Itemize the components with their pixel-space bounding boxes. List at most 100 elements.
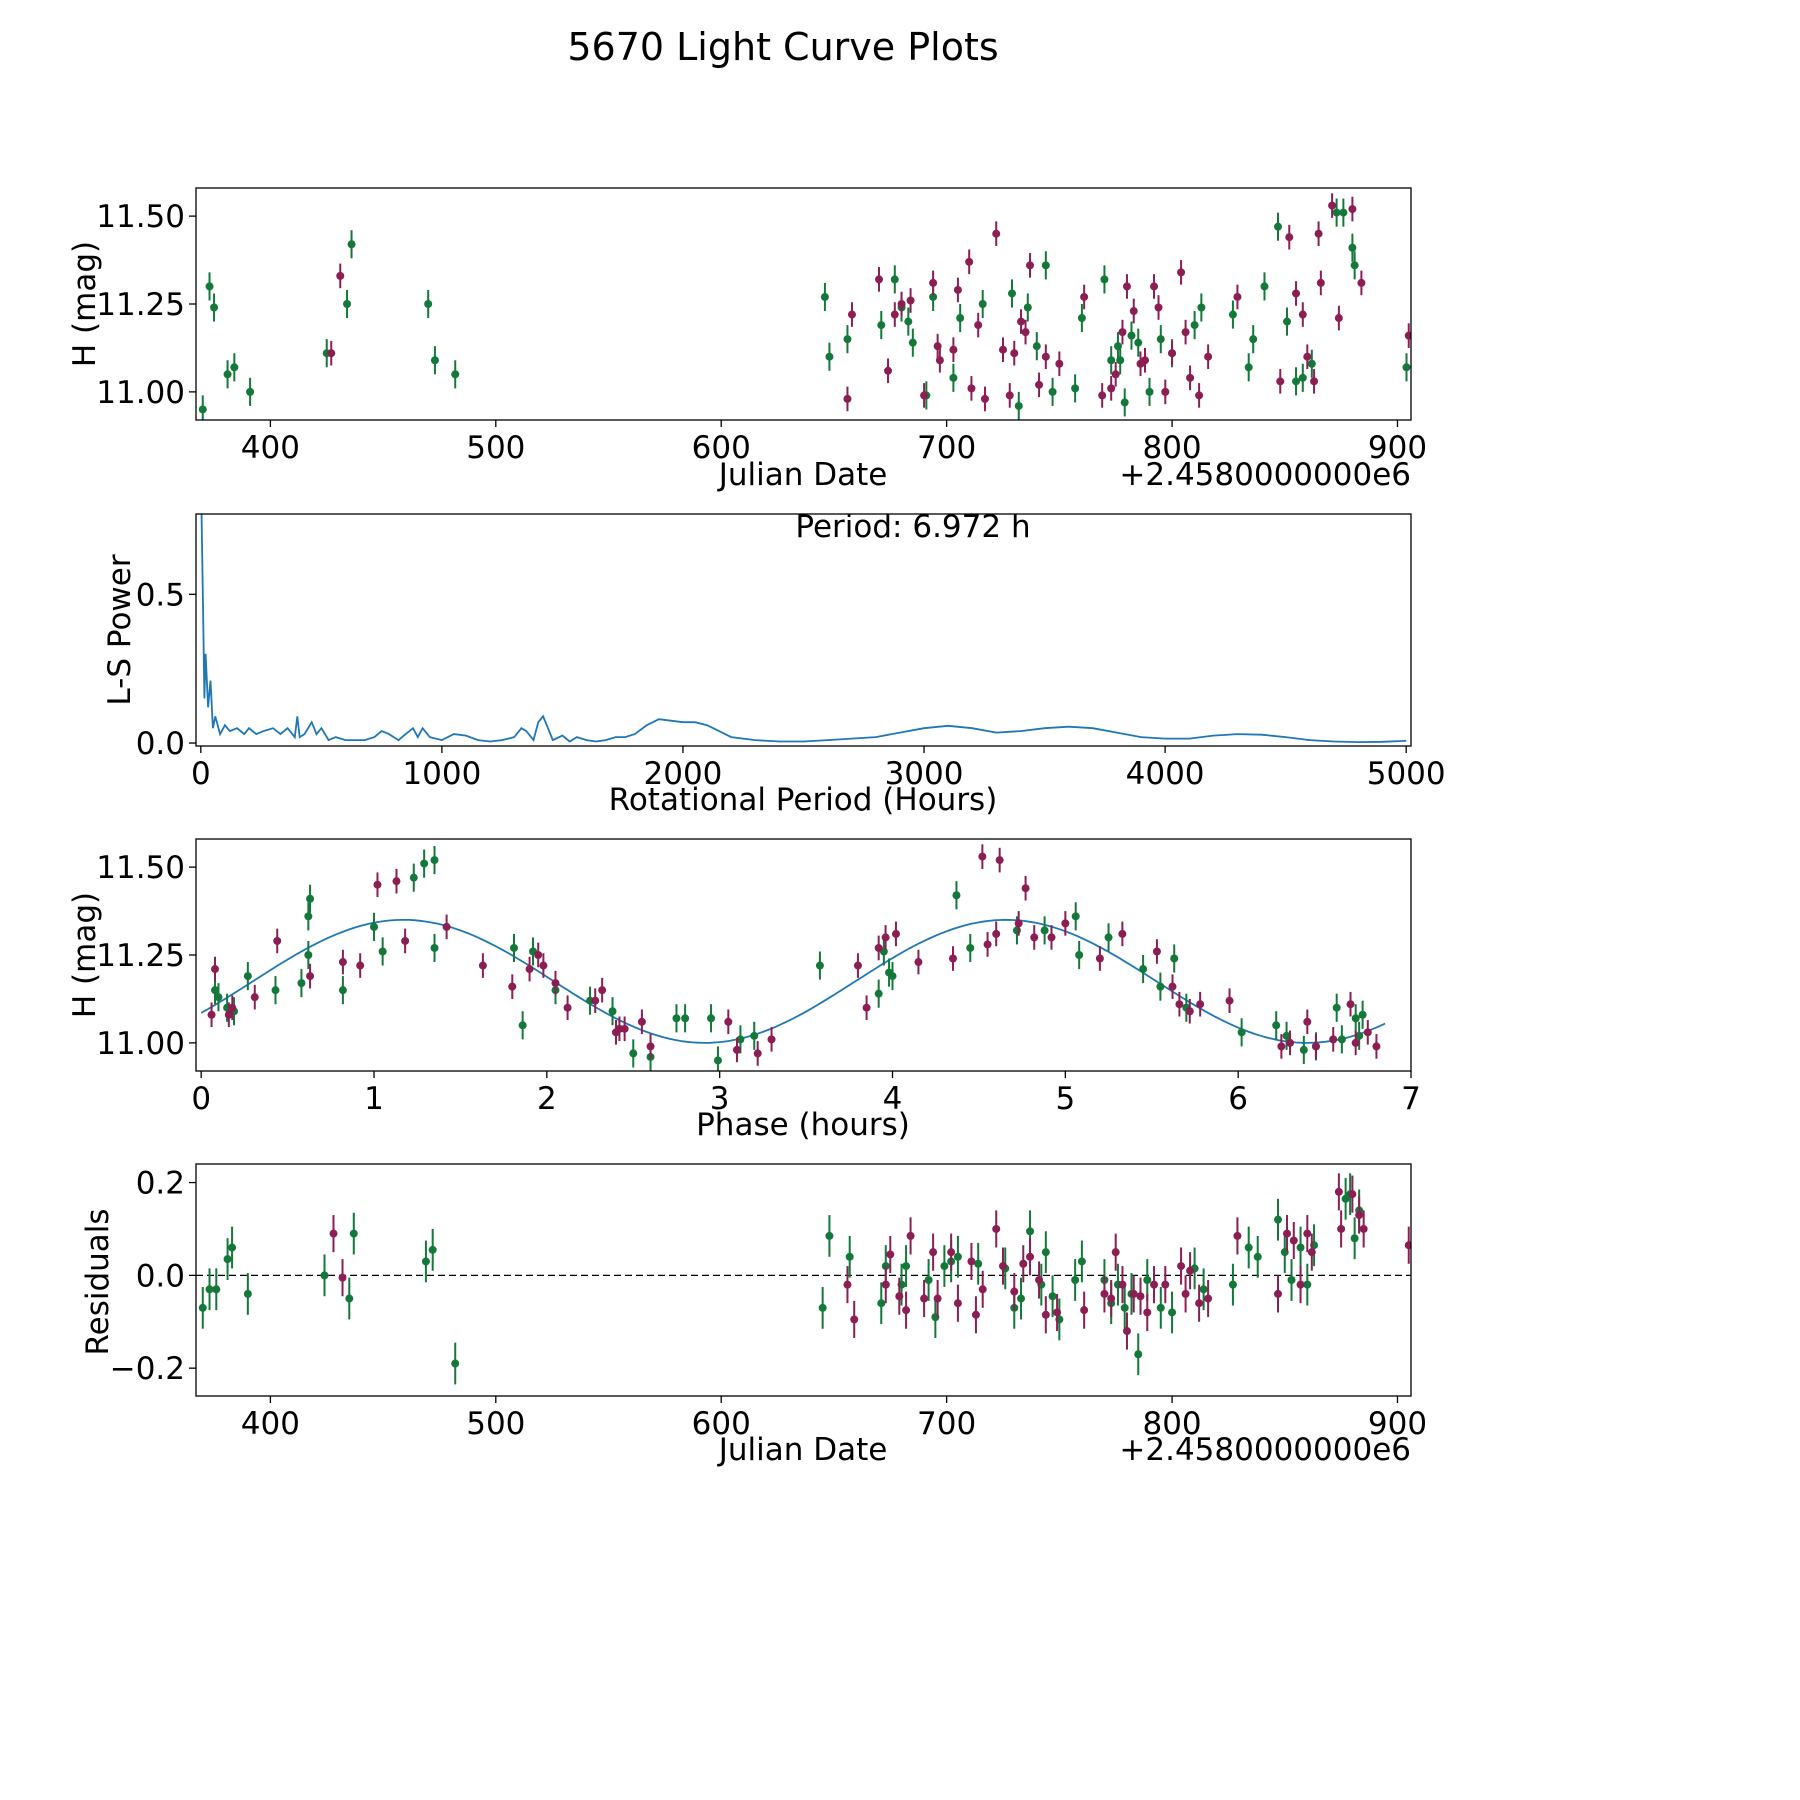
data-point <box>850 1315 859 1324</box>
x-tick-label: 6 <box>1228 1081 1248 1117</box>
x-tick-label: 1000 <box>402 756 481 792</box>
data-point <box>1307 359 1316 368</box>
data-point <box>1228 1280 1237 1289</box>
data-point <box>1041 352 1050 361</box>
data-point <box>1156 335 1165 344</box>
data-point <box>956 314 965 323</box>
data-point <box>1185 1007 1194 1016</box>
data-point <box>1363 1028 1372 1037</box>
data-point <box>971 1310 980 1319</box>
data-point <box>1071 1276 1080 1284</box>
x-tick-label: 2000 <box>644 756 723 792</box>
figure-title: 5670 Light Curve Plots <box>567 25 998 69</box>
data-point <box>1177 1262 1186 1271</box>
data-point <box>1253 1252 1262 1261</box>
data-point <box>1228 310 1237 319</box>
x-tick-label: 4000 <box>1126 756 1205 792</box>
data-point <box>1285 233 1294 242</box>
data-point <box>1053 1308 1062 1317</box>
data-point <box>815 961 824 970</box>
data-point <box>1150 1280 1159 1289</box>
data-point <box>1332 1003 1341 1012</box>
data-point <box>874 943 883 952</box>
data-point <box>1282 1031 1291 1040</box>
data-point <box>1120 1303 1129 1312</box>
data-point <box>1019 1259 1028 1268</box>
data-point <box>914 958 923 967</box>
light-curve-panel: 400 500 600 700 800 900 11.00 11.25 11.50 Julian… <box>67 187 1427 493</box>
data-point <box>430 943 439 952</box>
data-point <box>1023 303 1032 312</box>
data-point <box>890 275 899 284</box>
x-tick-label: 5000 <box>1367 756 1446 792</box>
data-point <box>271 986 280 995</box>
data-point <box>1244 1243 1253 1252</box>
data-point <box>1080 292 1089 301</box>
y-tick-label: 0.0 <box>136 726 185 762</box>
data-point <box>1010 1287 1019 1296</box>
data-point <box>818 1303 827 1312</box>
data-point <box>620 1024 629 1033</box>
data-point <box>1145 387 1154 396</box>
phase-xlabel: Phase (hours) <box>696 1107 910 1143</box>
data-point <box>1303 352 1312 361</box>
data-point <box>1351 1038 1360 1047</box>
data-point <box>1017 317 1026 326</box>
data-point <box>1199 1285 1208 1294</box>
data-point <box>967 1257 976 1266</box>
data-point <box>338 986 347 995</box>
data-point <box>1186 373 1195 382</box>
data-point <box>401 936 410 945</box>
data-point <box>750 1031 759 1040</box>
data-point <box>1402 363 1411 372</box>
data-point <box>1100 1289 1109 1298</box>
data-point <box>949 345 958 354</box>
data-point <box>1355 1031 1364 1040</box>
data-point <box>890 310 899 319</box>
data-point <box>1404 331 1411 340</box>
data-point <box>1116 356 1125 365</box>
data-point <box>1150 282 1159 291</box>
data-point <box>1314 229 1323 238</box>
data-point <box>214 993 223 1002</box>
data-point <box>421 1257 430 1266</box>
data-point <box>1299 1045 1308 1054</box>
data-point <box>1337 1224 1346 1233</box>
data-point <box>345 1294 354 1303</box>
data-point <box>356 961 365 970</box>
data-point <box>895 1292 904 1301</box>
data-point <box>953 1299 962 1308</box>
data-point <box>1118 1280 1127 1289</box>
data-point <box>978 1285 987 1294</box>
data-point <box>948 954 957 963</box>
data-point <box>1100 275 1109 284</box>
data-point <box>1075 951 1084 959</box>
data-point <box>1296 1243 1305 1252</box>
data-point <box>1307 1248 1316 1257</box>
data-point <box>753 1049 762 1058</box>
data-point <box>1244 363 1253 372</box>
data-point <box>929 278 938 287</box>
data-point <box>1077 1257 1086 1266</box>
data-point <box>902 1306 911 1315</box>
data-point <box>929 292 938 301</box>
periodogram-panel: 0 1000 2000 3000 4000 5000 0.0 0.5 Period: 6.97… <box>102 509 1446 818</box>
x-tick-label: 0 <box>191 756 211 792</box>
data-point <box>1026 1252 1035 1261</box>
data-point <box>198 1303 207 1312</box>
data-point <box>732 1045 741 1054</box>
data-point <box>920 1294 929 1303</box>
data-point <box>1107 1294 1116 1303</box>
data-point <box>862 1003 871 1012</box>
data-point <box>1303 1280 1312 1289</box>
data-point <box>1292 377 1301 386</box>
data-point <box>304 912 313 921</box>
data-point <box>1118 328 1127 337</box>
data-point <box>888 972 897 981</box>
y-tick-label: −0.2 <box>110 1351 185 1387</box>
data-point <box>1292 289 1301 298</box>
data-point <box>1329 1035 1338 1044</box>
data-point <box>591 996 600 1005</box>
data-point <box>598 986 607 995</box>
data-point <box>978 300 987 308</box>
